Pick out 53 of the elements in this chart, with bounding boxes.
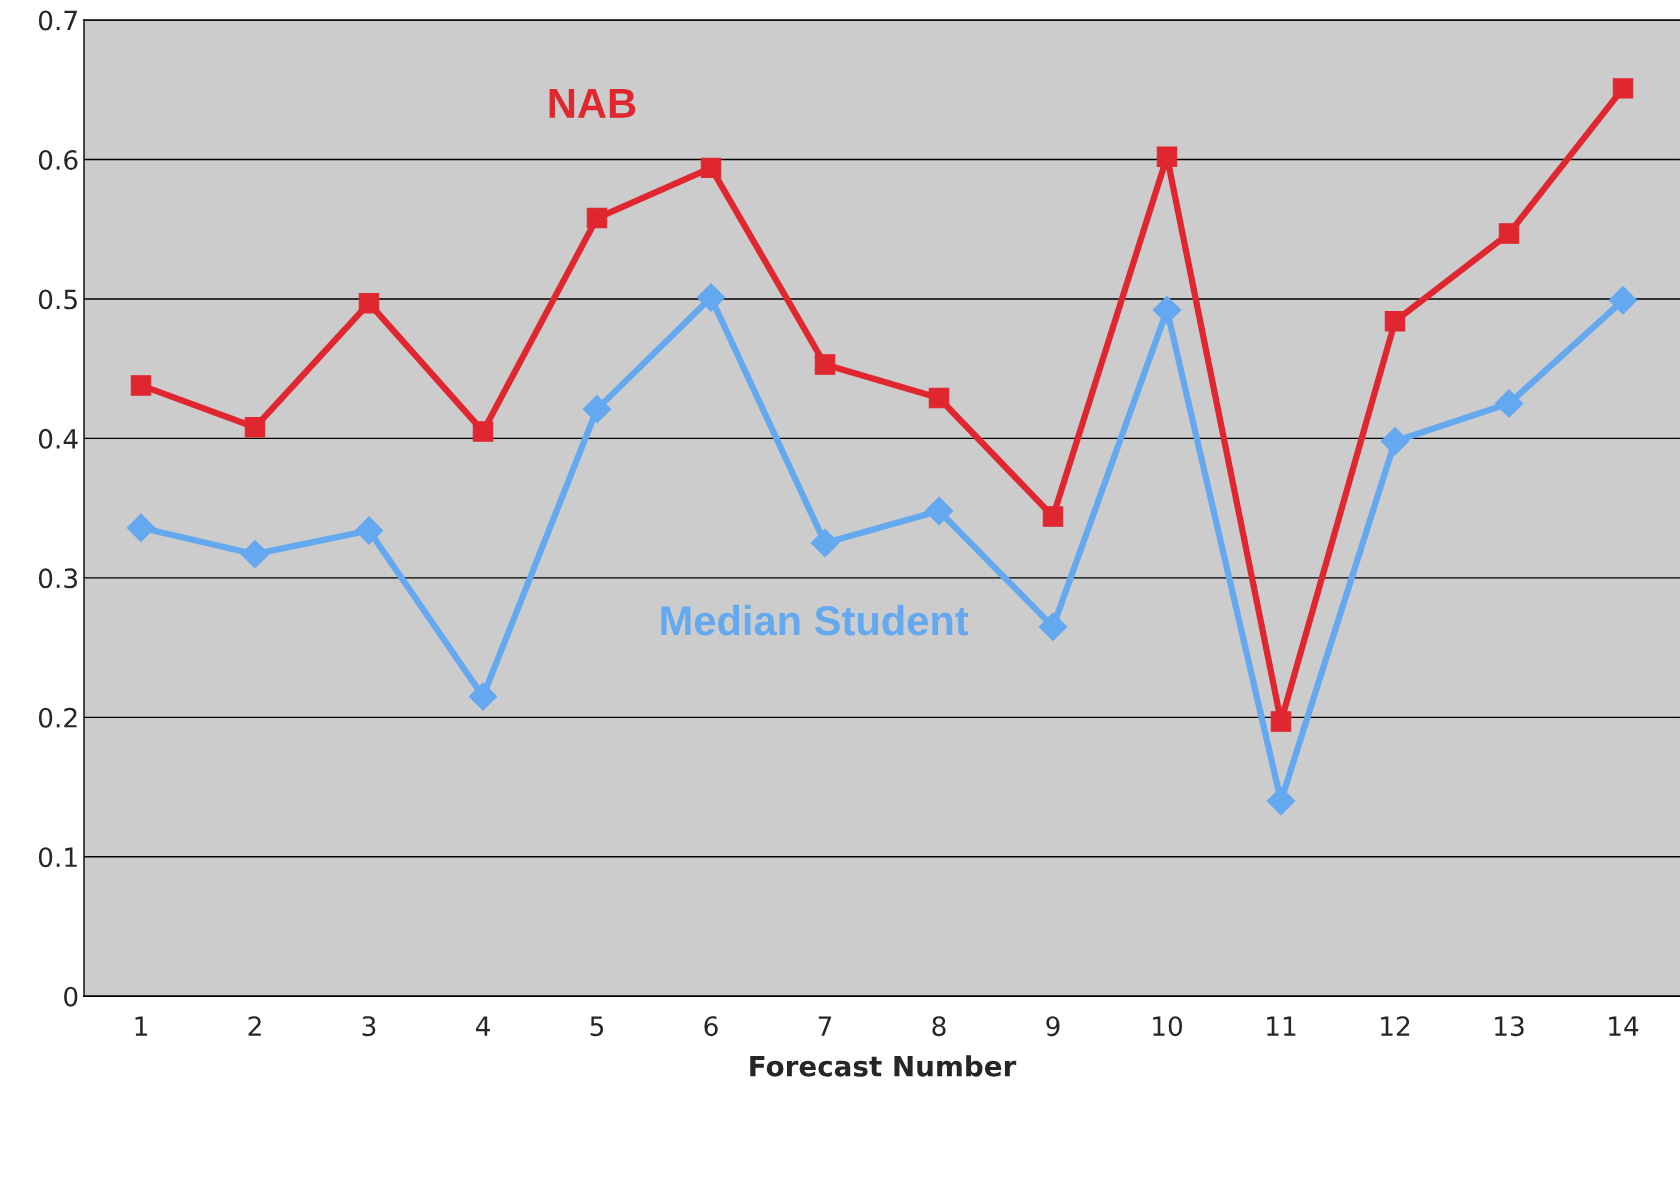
y-tick-label: 0.3 bbox=[38, 568, 78, 589]
point bbox=[1038, 612, 1068, 641]
x-tick-label: 6 bbox=[704, 1016, 718, 1037]
point bbox=[1152, 295, 1182, 325]
point bbox=[1270, 711, 1292, 732]
series-label: NAB bbox=[549, 89, 636, 118]
point bbox=[1494, 389, 1524, 418]
x-tick-label: 12 bbox=[1381, 1016, 1410, 1036]
point bbox=[472, 421, 494, 442]
y-tick-label: 0.2 bbox=[38, 707, 77, 728]
x-tick-label: 2 bbox=[248, 1016, 261, 1036]
y-tick-label: 0.4 bbox=[38, 428, 78, 449]
y-tick-label: 0.7 bbox=[38, 10, 77, 31]
point bbox=[1384, 311, 1406, 332]
x-tick-label: 14 bbox=[1609, 1016, 1639, 1036]
point bbox=[810, 528, 840, 558]
x-tick-label: 3 bbox=[362, 1016, 376, 1037]
y-tick-label: 0.5 bbox=[38, 289, 77, 310]
point bbox=[1608, 286, 1638, 315]
x-tick-label: 1 bbox=[135, 1016, 147, 1036]
point bbox=[1498, 223, 1520, 244]
y-tick-label: 0.1 bbox=[38, 847, 77, 868]
series-label: Median Student bbox=[661, 604, 969, 636]
x-tick-label: 13 bbox=[1495, 1016, 1524, 1037]
x-tick-label: 4 bbox=[475, 1016, 490, 1036]
point bbox=[1380, 426, 1410, 456]
point bbox=[1266, 786, 1296, 816]
point bbox=[126, 513, 156, 542]
point bbox=[354, 516, 384, 545]
x-tick-label: 11 bbox=[1267, 1016, 1296, 1036]
point bbox=[130, 375, 152, 396]
point bbox=[468, 682, 498, 711]
point bbox=[1042, 506, 1064, 527]
x-tick-label: 5 bbox=[590, 1016, 604, 1037]
point bbox=[240, 539, 270, 569]
point bbox=[696, 283, 726, 312]
point bbox=[586, 207, 608, 229]
point bbox=[358, 292, 380, 314]
point bbox=[928, 387, 950, 409]
point bbox=[582, 394, 612, 424]
point bbox=[244, 417, 266, 438]
y-tick-label: 0.6 bbox=[38, 149, 78, 170]
point bbox=[924, 496, 954, 526]
x-tick-label: 8 bbox=[932, 1016, 946, 1037]
x-tick-label: 9 bbox=[1046, 1016, 1060, 1037]
x-axis-title: Forecast Number bbox=[750, 1055, 1017, 1077]
y-tick-label: 0 bbox=[64, 986, 78, 1007]
x-tick-label: 7 bbox=[818, 1016, 832, 1036]
point bbox=[700, 157, 722, 179]
x-tick-label: 10 bbox=[1153, 1016, 1183, 1037]
point bbox=[1156, 146, 1178, 167]
point bbox=[1612, 78, 1634, 99]
point bbox=[814, 354, 836, 375]
